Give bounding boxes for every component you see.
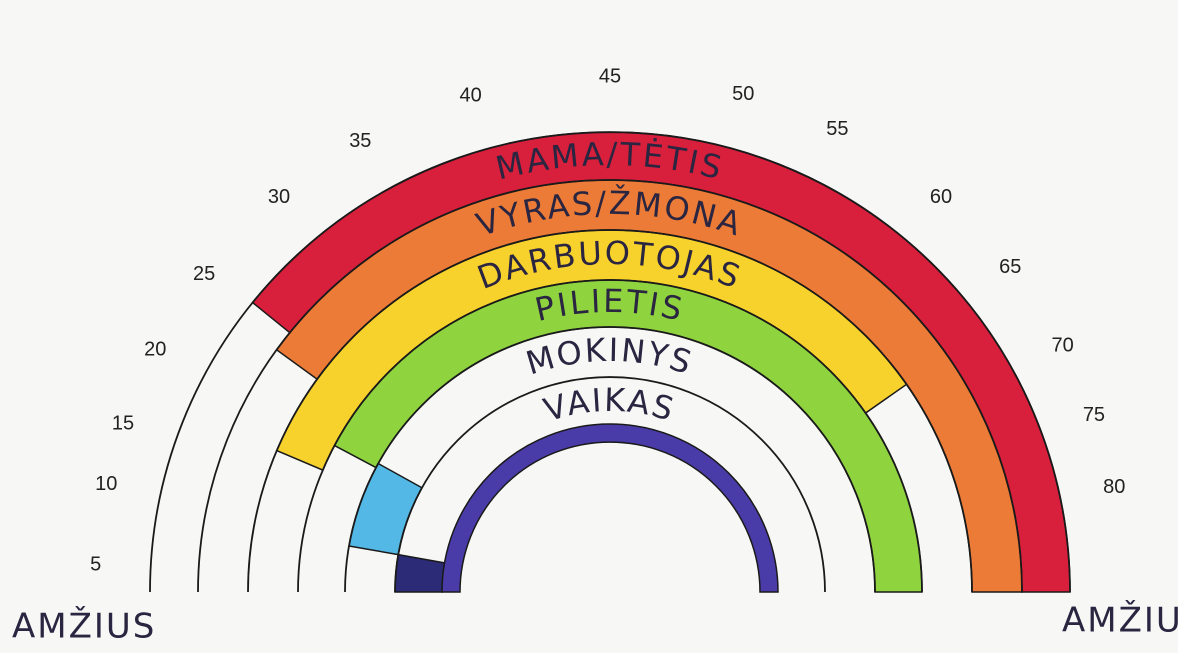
age-tick-label: 25	[193, 263, 215, 285]
age-tick-label: 45	[599, 65, 621, 87]
age-tick-label: 50	[732, 83, 754, 105]
age-tick-label: 5	[90, 553, 101, 575]
age-tick-label: 30	[268, 186, 290, 208]
age-tick-label: 65	[999, 256, 1021, 278]
rainbow-diagram: MAMA/TĖTISVYRAS/ŽMONADARBUOTOJASPILIETIS…	[0, 0, 1178, 653]
age-tick-label: 20	[144, 339, 166, 361]
age-tick-label: 35	[349, 130, 371, 152]
age-tick-label: 15	[112, 413, 134, 435]
age-tick-label: 60	[930, 186, 952, 208]
age-tick-label: 80	[1103, 476, 1125, 498]
age-tick-label: 70	[1051, 335, 1073, 357]
age-tick-label: 10	[95, 473, 117, 495]
age-tick-label: 40	[460, 84, 482, 106]
age-label-left: AMŽIUS	[12, 606, 156, 647]
age-tick-label: 75	[1083, 404, 1105, 426]
age-label-right: AMŽIUS	[1062, 600, 1178, 641]
age-tick-label: 55	[826, 118, 848, 140]
